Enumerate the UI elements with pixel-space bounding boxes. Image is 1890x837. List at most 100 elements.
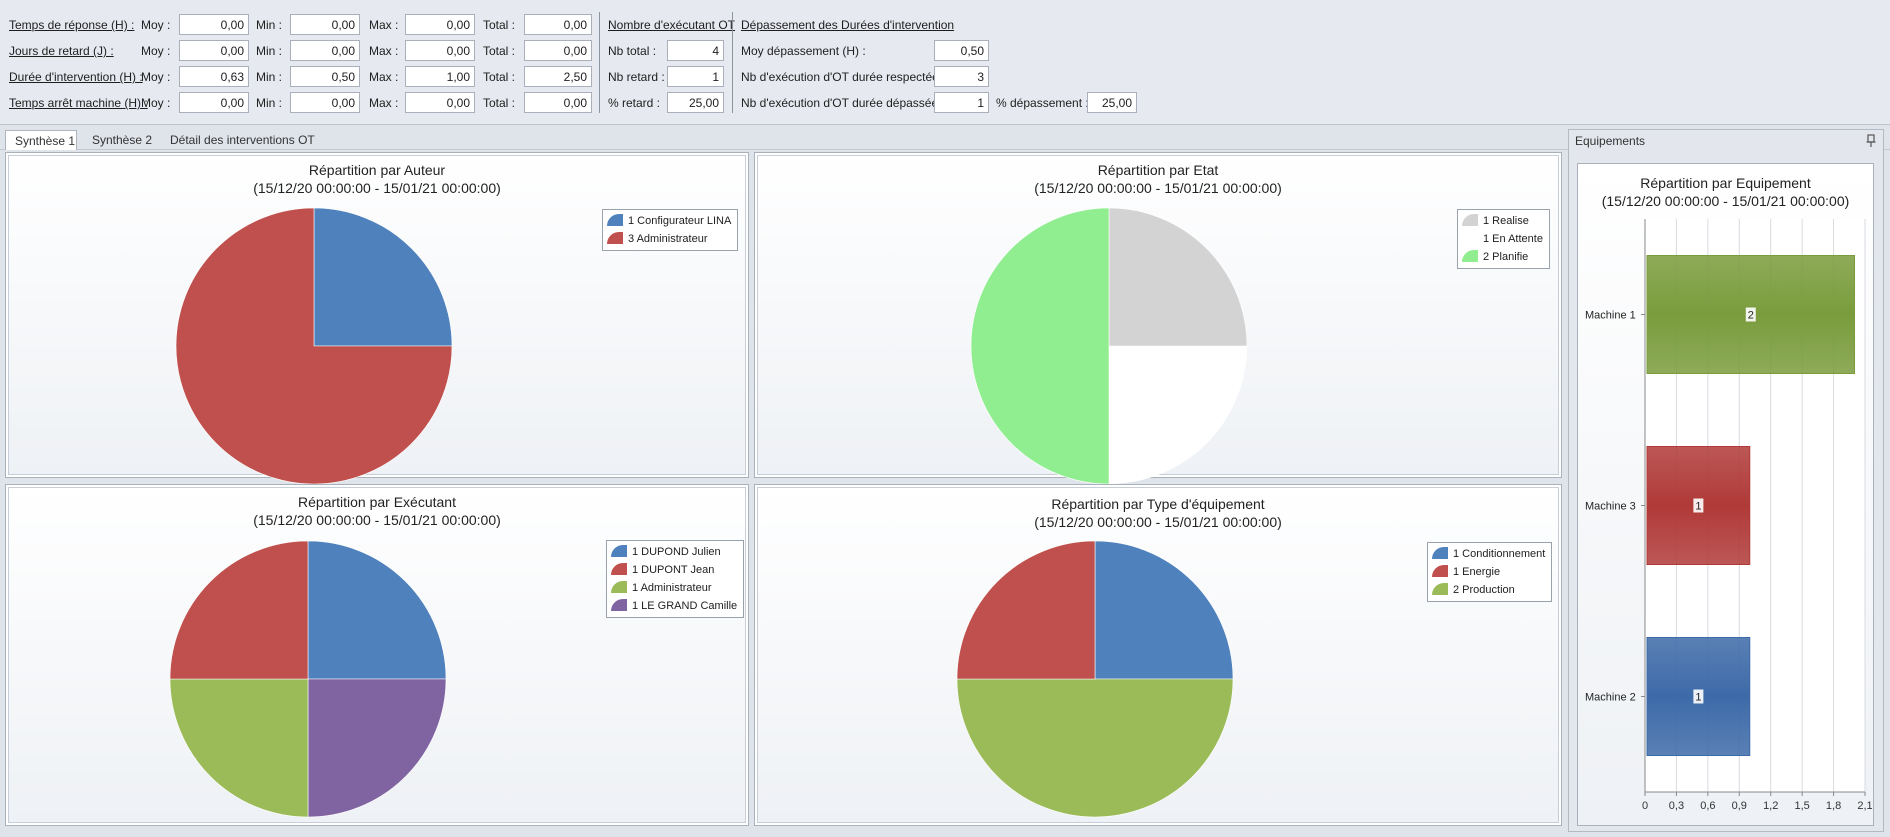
legend-auteur: 1 Configurateur LINA 3 Administrateur [602,209,739,251]
stat-min-label: Min : [256,70,283,84]
stat-total-label: Total : [483,18,516,32]
stat-moy-field[interactable]: 0,00 [179,40,249,61]
nb-total-field[interactable]: 4 [667,40,724,61]
legend-etat: 1 Realise 1 En Attente 2 Planifie [1457,209,1550,269]
stat-max-label: Max : [369,18,399,32]
stat-max-label: Max : [369,70,399,84]
chart-title: Répartition par Auteur [308,162,446,178]
stat-row-label[interactable]: Durée d'intervention (H) : [9,70,143,84]
stat-max-label: Max : [369,44,399,58]
stat-moy-field[interactable]: 0,63 [179,66,249,87]
legend-label: 1 Conditionnement [1453,548,1546,560]
stat-max-label: Max : [369,96,399,110]
stat-max-field[interactable]: 0,00 [405,14,475,35]
stat-min-label: Min : [256,18,283,32]
pct-depassement-field[interactable]: 25,00 [1087,92,1137,113]
legend-item: 1 DUPOND Julien [611,543,737,561]
stat-total-field[interactable]: 0,00 [524,40,592,61]
pie-slice-1 [1109,346,1247,484]
legend-label: 3 Administrateur [628,233,708,245]
respectee-field[interactable]: 3 [934,66,989,87]
equipements-pane-title: Equipements [1575,134,1646,148]
depassee-label: Nb d'exécution d'OT durée dépassée : [741,96,945,110]
stat-total-label: Total : [483,96,516,110]
legend-item: 1 En Attente [1462,230,1543,248]
nb-retard-field[interactable]: 1 [667,66,724,87]
tab-detail-interventions[interactable]: Détail des interventions OT [170,133,315,147]
pie-slice-2 [970,207,1110,485]
stat-moy-field[interactable]: 0,00 [179,92,249,113]
legend-swatch [1462,250,1478,262]
stat-row-label[interactable]: Temps arrêt machine (H) : [9,96,148,110]
moy-depassement-label: Moy dépassement (H) : [741,44,866,58]
stat-max-field[interactable]: 1,00 [405,66,475,87]
stat-moy-label: Moy : [141,44,171,58]
data-label-box [1693,498,1704,513]
chart-panel-executant: Répartition par Exécutant (15/12/20 00:0… [5,484,749,826]
stat-moy-field[interactable]: 0,00 [179,14,249,35]
legend-label: 1 Realise [1483,215,1529,227]
pie-slice-1 [956,678,1234,818]
stat-min-field[interactable]: 0,00 [290,40,360,61]
legend-label: 1 DUPOND Julien [632,546,721,558]
stat-total-field[interactable]: 0,00 [524,14,592,35]
pie-slice-0 [1094,540,1234,680]
tab-synthese-2[interactable]: Synthèse 2 [92,133,153,147]
stat-total-field[interactable]: 2,50 [524,66,592,87]
chart-title: Répartition par Equipement [1640,175,1811,191]
chart-panel-auteur: Répartition par Auteur (15/12/20 00:00:0… [5,152,749,485]
pie-slice-1 [175,207,453,485]
depassee-field[interactable]: 1 [934,92,989,113]
x-tick-label: 2,1 [1857,800,1872,812]
pie-slice-0 [313,207,453,347]
data-label: 1 [1695,501,1701,513]
legend-label: 1 LE GRAND Camille [632,600,738,612]
legend-item: 1 Configurateur LINA [607,212,731,230]
y-tick-label: Machine 2 [1585,692,1636,704]
legend-item: 1 DUPONT Jean [611,561,737,579]
pct-depassement-label: % dépassement : [996,96,1089,110]
pie-executant [169,540,447,818]
legend-label: 1 DUPONT Jean [632,564,715,576]
stat-max-field[interactable]: 0,00 [405,92,475,113]
x-tick-label: 0 [1642,800,1648,812]
tab-strip-line [0,149,1890,150]
stat-row-label[interactable]: Temps de réponse (H) : [9,18,135,32]
stat-min-label: Min : [256,96,283,110]
chart-date-range: (15/12/20 00:00:00 - 15/01/21 00:00:00) [253,180,501,196]
legend-label: 2 Planifie [1483,251,1529,263]
pie-auteur [175,207,453,485]
legend-swatch [611,545,627,557]
stat-max-field[interactable]: 0,00 [405,40,475,61]
y-tick-label: Machine 1 [1585,310,1636,322]
stat-min-field[interactable]: 0,50 [290,66,360,87]
x-tick-label: 0,3 [1669,800,1684,812]
stat-moy-label: Moy : [141,70,171,84]
nb-retard-label: Nb retard : [608,70,665,84]
legend-swatch [607,214,623,226]
pct-retard-field[interactable]: 25,00 [667,92,724,113]
legend-swatch [611,581,627,593]
stat-row-label[interactable]: Jours de retard (J) : [9,44,114,58]
depassement-header[interactable]: Dépassement des Durées d'intervention [741,18,955,32]
stat-min-field[interactable]: 0,00 [290,92,360,113]
legend-swatch [1432,565,1448,577]
stat-total-label: Total : [483,44,516,58]
x-tick-label: 1,8 [1826,800,1841,812]
chart-date-range: (15/12/20 00:00:00 - 15/01/21 00:00:00) [1034,514,1282,530]
pct-retard-label: % retard : [608,96,661,110]
pie-slice-1 [307,678,447,818]
tab-synthese-1[interactable]: Synthèse 1 [5,130,77,150]
stat-min-field[interactable]: 0,00 [290,14,360,35]
stats-header: Temps de réponse (H) : Moy : 0,00 Min : 0,00… [0,0,1890,125]
data-label-box [1693,689,1704,704]
x-tick-label: 1,5 [1794,800,1809,812]
executants-header[interactable]: Nombre d'exécutant OT [608,18,736,32]
x-tick-label: 0,6 [1700,800,1715,812]
legend-executant: 1 DUPOND Julien 1 DUPONT Jean 1 Administra… [606,540,745,618]
moy-depassement-field[interactable]: 0,50 [934,40,989,61]
stat-total-field[interactable]: 0,00 [524,92,592,113]
legend-item: 2 Planifie [1462,248,1543,266]
legend-item: 1 LE GRAND Camille [611,597,737,615]
pin-icon[interactable] [1865,134,1877,148]
